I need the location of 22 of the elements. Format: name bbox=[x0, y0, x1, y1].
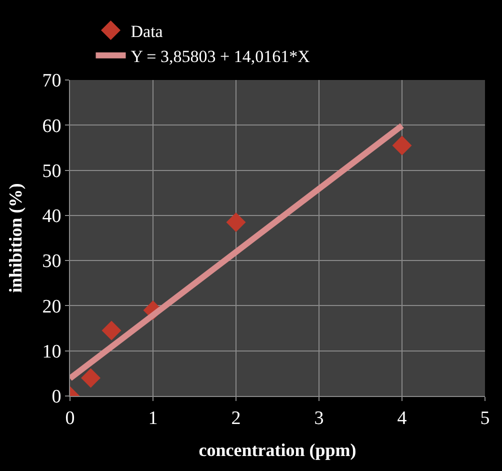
y-tick-label: 70 bbox=[42, 70, 62, 92]
y-tick-label: 0 bbox=[52, 386, 62, 408]
x-tick-label: 5 bbox=[480, 408, 490, 429]
x-tick-label: 3 bbox=[314, 408, 324, 429]
point bbox=[392, 136, 412, 156]
y-tick-label: 40 bbox=[42, 206, 62, 228]
x-tick-label: 0 bbox=[65, 408, 75, 429]
x-tick-label: 1 bbox=[148, 408, 158, 429]
y-tick-label: 50 bbox=[42, 160, 62, 182]
legend-label: Y = 3,85803 + 14,0161*X bbox=[130, 46, 310, 66]
point bbox=[102, 320, 122, 340]
y-axis-title: inhibition (%) bbox=[5, 183, 26, 293]
y-tick-label: 10 bbox=[42, 342, 62, 363]
legend-label: Data bbox=[130, 22, 164, 41]
y-tick-label: 30 bbox=[42, 251, 62, 272]
y-tick-label: 20 bbox=[42, 296, 62, 318]
y-tick-label: 60 bbox=[42, 116, 62, 137]
point bbox=[81, 368, 100, 388]
x-axis-title: concentration (ppm) bbox=[198, 440, 356, 460]
x-tick-label: 4 bbox=[397, 408, 408, 429]
x-tick-label: 2 bbox=[231, 408, 241, 429]
point bbox=[226, 212, 246, 232]
